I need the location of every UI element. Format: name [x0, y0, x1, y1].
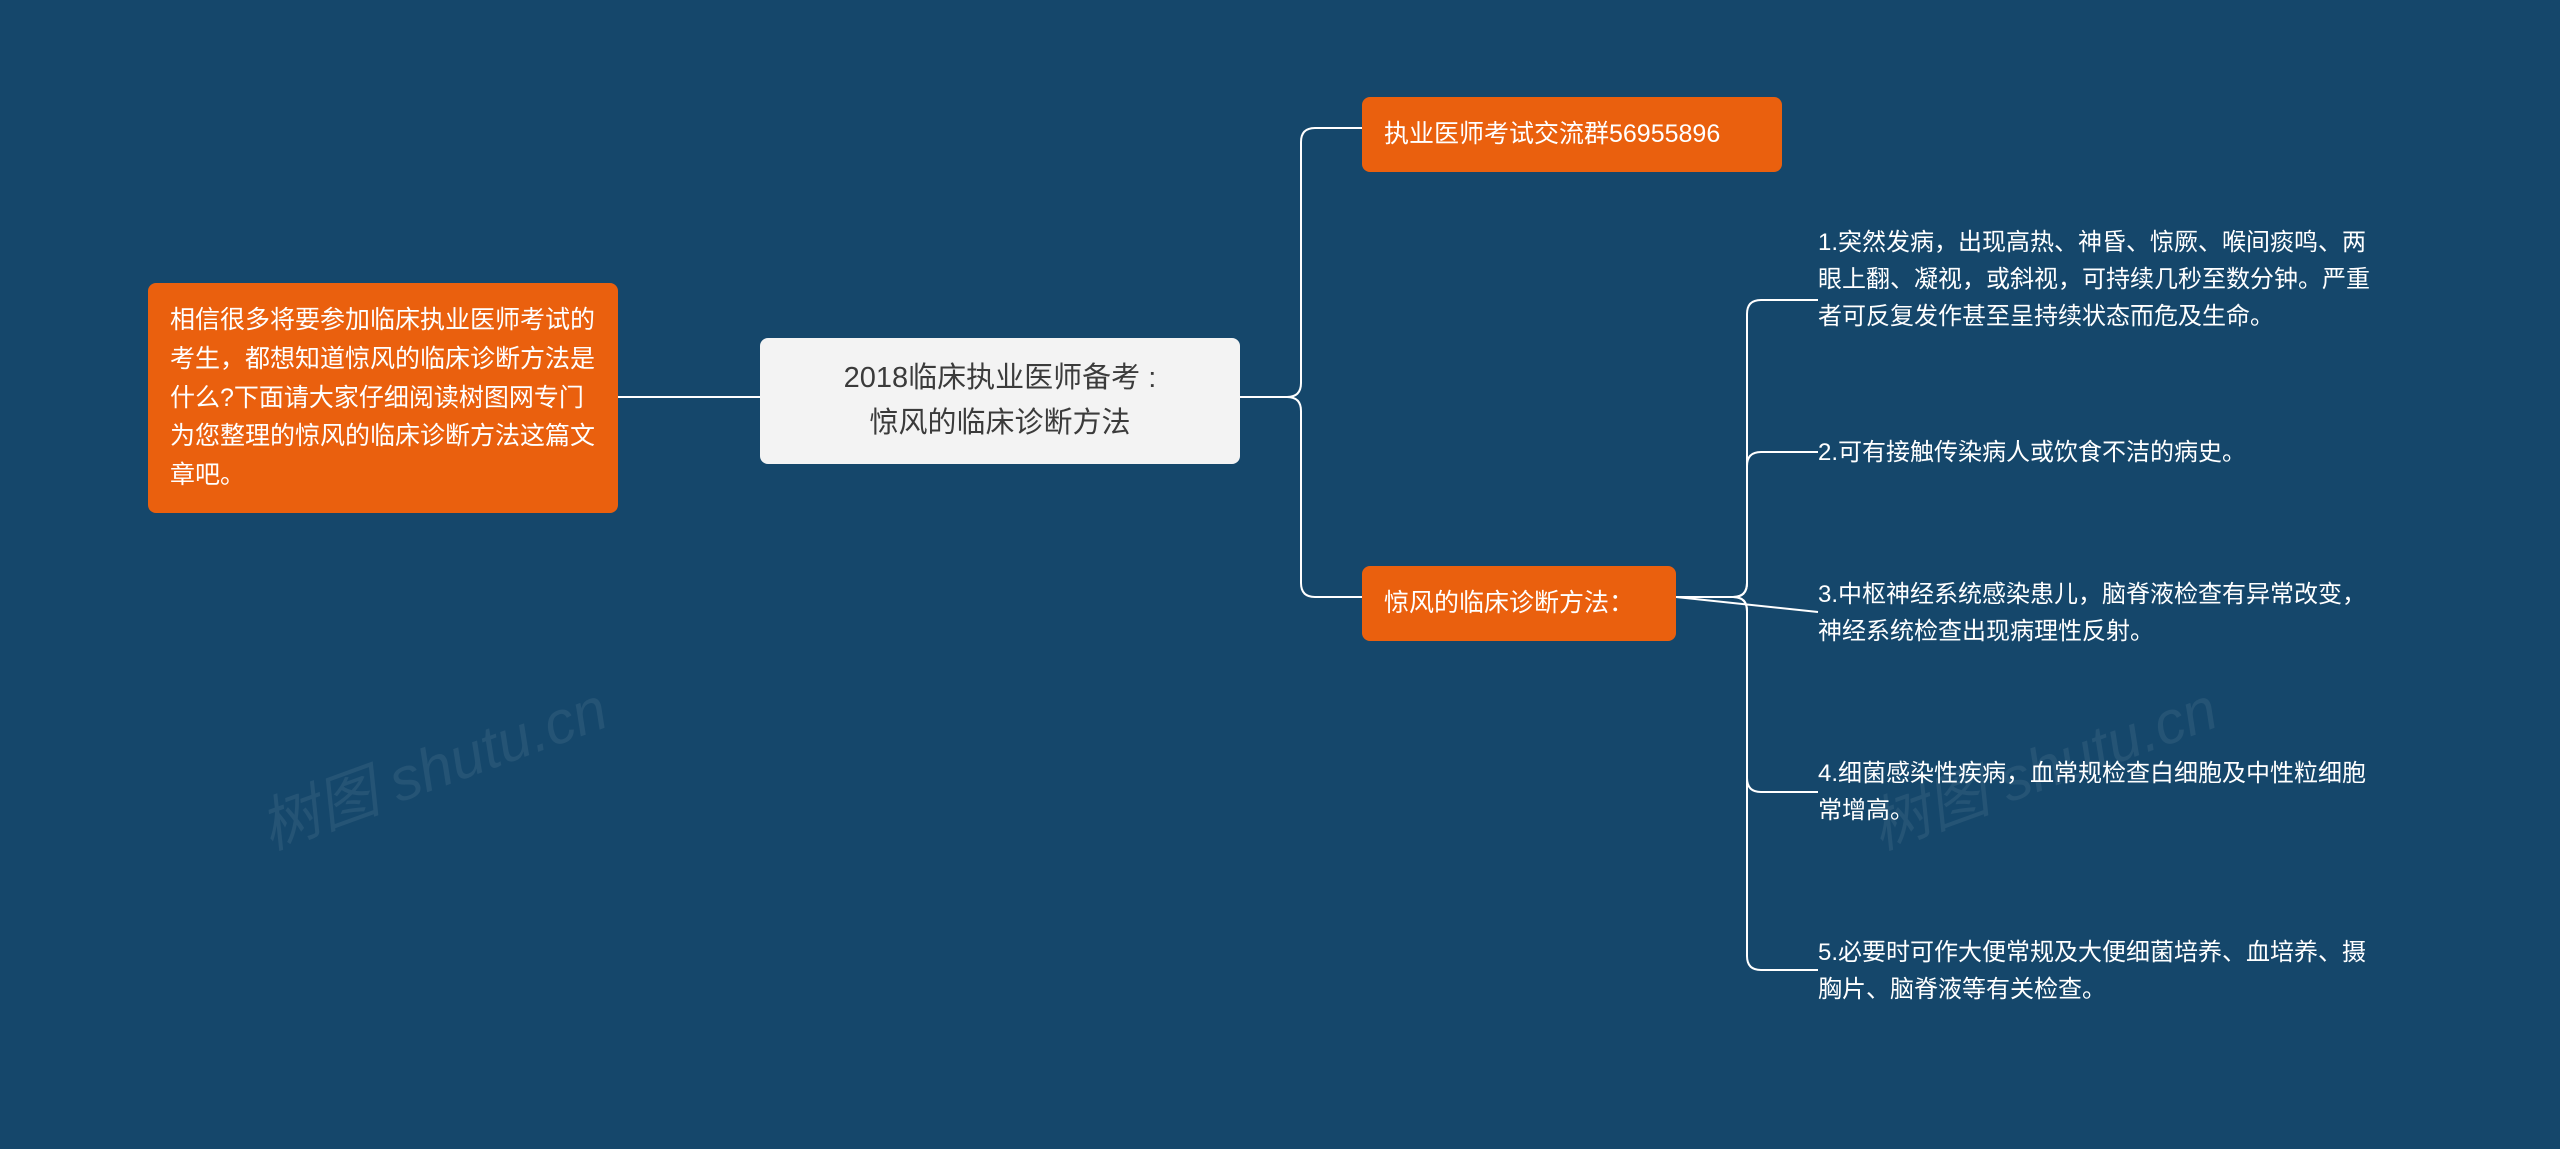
leaf-item-4: 4.细菌感染性疾病，血常规检查白细胞及中性粒细胞常增高。	[1818, 755, 2378, 829]
leaf-item-1: 1.突然发病，出现高热、神昏、惊厥、喉间痰鸣、两眼上翻、凝视，或斜视，可持续几秒…	[1818, 224, 2378, 336]
leaf-item-3: 3.中枢神经系统感染患儿，脑脊液检查有异常改变，神经系统检查出现病理性反射。	[1818, 576, 2378, 650]
leaf-item-5: 5.必要时可作大便常规及大便细菌培养、血培养、摄胸片、脑脊液等有关检查。	[1818, 934, 2378, 1008]
root-node: 2018临床执业医师备考 :惊风的临床诊断方法	[760, 338, 1240, 464]
leaf-item-2: 2.可有接触传染病人或饮食不洁的病史。	[1818, 434, 2378, 471]
intro-node: 相信很多将要参加临床执业医师考试的考生，都想知道惊风的临床诊断方法是什么?下面请…	[148, 283, 618, 513]
branch-exam-group: 执业医师考试交流群56955896	[1362, 97, 1782, 172]
branch-diagnosis: 惊风的临床诊断方法：	[1362, 566, 1676, 641]
watermark-1: 树图 shutu.cn	[246, 660, 617, 866]
